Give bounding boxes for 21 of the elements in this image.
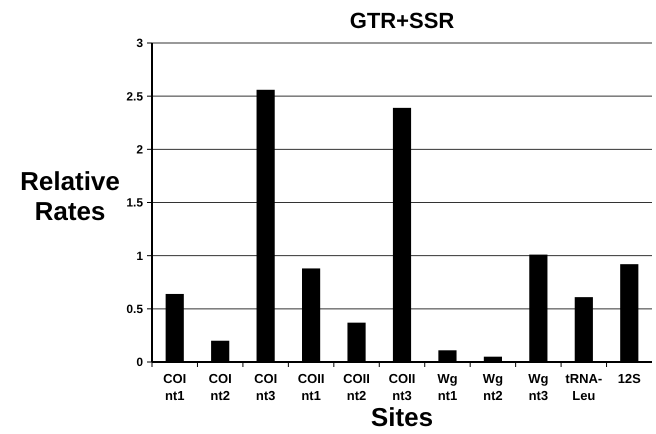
y-tick-label: 2.5	[126, 89, 144, 104]
y-tick-label: 2	[136, 142, 144, 157]
x-tick-label: Wg nt2	[482, 371, 504, 403]
y-axis-title: Relative Rates	[20, 166, 120, 226]
x-tick-label: tRNA-Leu	[565, 371, 602, 403]
y-tick-label: 3	[136, 36, 144, 50]
chart-title: GTR+SSR	[350, 8, 454, 33]
x-tick-label: COII nt2	[343, 371, 370, 403]
y-tick-label: 1.5	[126, 196, 144, 210]
y-tick-label: 0	[136, 355, 144, 370]
y-tick-label: 0.5	[126, 302, 144, 316]
x-tick-label: COI nt1	[163, 371, 186, 403]
x-tick-label: Wg nt3	[528, 371, 549, 403]
y-tick-label: 1	[136, 248, 144, 263]
x-tick-label: 12S	[618, 371, 642, 386]
x-tick-label: COI nt3	[254, 371, 278, 403]
x-tick-label: COII nt1	[298, 371, 324, 403]
x-axis-title: Sites	[370, 402, 434, 432]
x-tick-label: COII nt3	[388, 371, 416, 403]
x-tick-label: Wg nt1	[437, 371, 458, 403]
x-tick-label: COI nt2	[208, 371, 232, 403]
